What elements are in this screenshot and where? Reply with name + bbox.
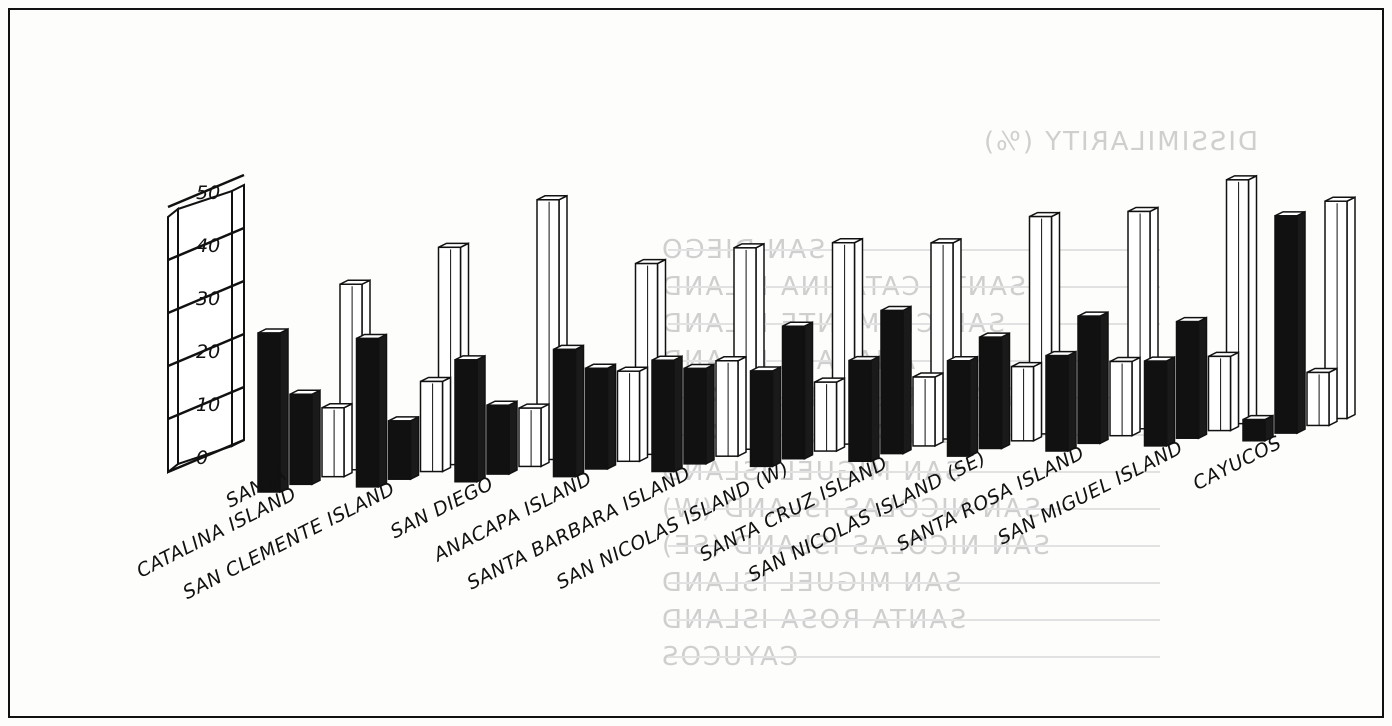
bar-side-face	[1067, 350, 1077, 453]
bar-side-face	[574, 344, 585, 478]
bar	[1143, 360, 1168, 447]
y-axis: 0 10 20 30 40 50	[167, 173, 245, 475]
bar-side-face	[343, 402, 353, 478]
bar-side-face	[540, 402, 550, 468]
bar	[355, 337, 380, 488]
bar-group	[1045, 206, 1159, 453]
bar	[683, 367, 707, 465]
y-tick-line	[167, 332, 245, 368]
bar-side-face	[1247, 174, 1258, 425]
bar-side-face	[1032, 361, 1043, 443]
bar-side-face	[1165, 355, 1176, 448]
y-tick-label: 0	[196, 447, 208, 469]
bar	[1207, 355, 1232, 432]
bar-side-face	[1000, 331, 1011, 450]
y-tick-line	[167, 385, 245, 421]
bar-group	[1242, 196, 1356, 442]
bar	[715, 360, 739, 457]
y-tick-label: 20	[196, 341, 220, 363]
bar-side-face	[870, 355, 880, 463]
y-tick-label: 40	[196, 235, 220, 257]
bar	[1010, 365, 1035, 442]
bar-side-face	[606, 363, 617, 471]
bar	[486, 404, 510, 475]
figure-frame	[8, 8, 1384, 718]
bar	[1175, 320, 1200, 439]
bar-side-face	[934, 371, 944, 448]
axis-back-panel	[177, 189, 233, 466]
bar	[1045, 354, 1069, 452]
axis-left-face	[167, 206, 179, 475]
bar-side-face	[803, 321, 814, 460]
bar-side-face	[1229, 351, 1240, 432]
bar	[518, 407, 542, 468]
bar-group	[1143, 174, 1258, 448]
category-label-line: CAYUCOS	[1190, 432, 1286, 495]
bar-side-face	[476, 354, 486, 483]
bar	[584, 367, 609, 470]
bar-side-face	[638, 365, 649, 463]
bar-group	[355, 242, 470, 489]
bar-group	[454, 194, 568, 483]
bar-side-face	[311, 389, 321, 486]
ghost-title: DISSIMILARITY (%)	[982, 127, 1258, 157]
bar-side-face	[705, 363, 715, 466]
bar-side-face	[377, 333, 388, 489]
bar	[1077, 315, 1101, 445]
bar	[1242, 418, 1266, 442]
bar	[880, 309, 904, 455]
bar-side-face	[1328, 367, 1338, 427]
bar-side-face	[1197, 316, 1208, 440]
bar-side-face	[835, 376, 846, 453]
bar	[419, 380, 444, 473]
bar	[552, 348, 577, 478]
bar	[1109, 360, 1133, 437]
y-tick-line	[167, 226, 245, 262]
y-tick-line	[167, 279, 245, 315]
bar-group	[552, 258, 667, 478]
bar-side-face	[673, 354, 683, 473]
y-tick-label: 10	[196, 394, 220, 416]
bar-side-face	[737, 355, 747, 458]
bar-side-face	[1296, 210, 1306, 435]
y-tick-line	[167, 173, 245, 209]
bar	[912, 376, 936, 447]
bar	[978, 336, 1003, 450]
category-label: CAYUCOS	[1190, 432, 1286, 495]
bar	[1306, 371, 1330, 427]
bar	[257, 332, 281, 493]
bar-side-face	[1099, 310, 1109, 445]
bar-groups	[257, 174, 1356, 494]
bar	[387, 420, 412, 480]
bar-side-face	[1346, 196, 1356, 420]
bar-side-face	[902, 305, 912, 455]
bar-side-face	[441, 376, 452, 473]
axis-right-face	[231, 183, 245, 448]
bar	[848, 359, 872, 463]
y-tick-label: 50	[196, 182, 220, 204]
y-tick-label: 30	[196, 288, 220, 310]
bar	[749, 370, 774, 468]
bar	[781, 325, 806, 460]
bar	[946, 359, 971, 457]
bar	[616, 370, 641, 463]
category-label: SANTACATALINA ISLAND	[123, 463, 300, 582]
y-tick-line	[167, 438, 245, 474]
bar-side-face	[1131, 356, 1141, 437]
bar	[813, 381, 838, 452]
bar	[651, 359, 675, 473]
bar-side-face	[968, 355, 979, 458]
bar	[1274, 215, 1298, 434]
bar-side-face	[409, 415, 420, 481]
bar	[289, 393, 313, 486]
bar	[321, 407, 345, 478]
bar-group	[257, 279, 371, 494]
bar-side-face	[508, 399, 518, 476]
bar	[454, 359, 478, 483]
bar-side-face	[771, 365, 782, 468]
